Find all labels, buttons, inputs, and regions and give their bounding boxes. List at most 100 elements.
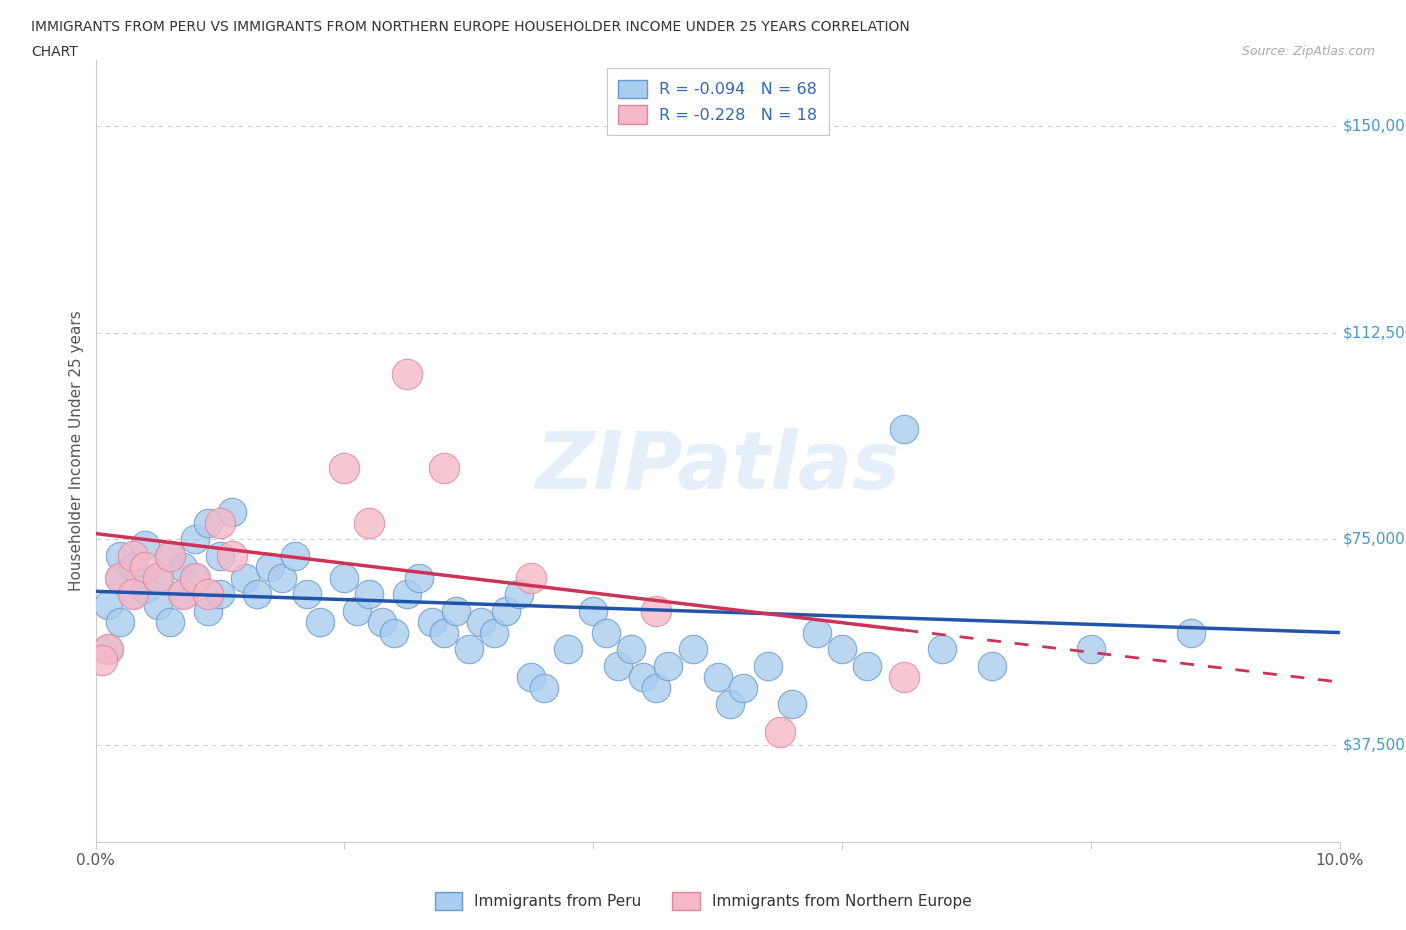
Point: [97, 642, 120, 657]
Point: [620, 642, 643, 657]
Point: [134, 581, 156, 596]
Text: $112,500: $112,500: [1343, 326, 1406, 340]
Point: [893, 421, 915, 436]
Point: [110, 570, 132, 585]
Point: [221, 504, 243, 519]
Point: [893, 670, 915, 684]
Point: [533, 680, 555, 695]
Text: IMMIGRANTS FROM PERU VS IMMIGRANTS FROM NORTHERN EUROPE HOUSEHOLDER INCOME UNDER: IMMIGRANTS FROM PERU VS IMMIGRANTS FROM …: [31, 20, 910, 34]
Text: $37,500: $37,500: [1343, 737, 1405, 753]
Point: [595, 625, 617, 640]
Point: [582, 604, 605, 618]
Point: [707, 670, 730, 684]
Point: [90, 653, 112, 668]
Point: [508, 587, 530, 602]
Point: [295, 587, 318, 602]
Point: [172, 587, 194, 602]
Point: [159, 614, 181, 629]
Point: [346, 604, 368, 618]
Point: [806, 625, 828, 640]
Point: [482, 625, 505, 640]
Point: [470, 614, 492, 629]
Point: [433, 460, 456, 475]
Point: [159, 548, 181, 563]
Text: $75,000: $75,000: [1343, 532, 1405, 547]
Point: [631, 670, 654, 684]
Point: [644, 604, 666, 618]
Point: [259, 559, 281, 574]
Point: [146, 598, 169, 613]
Point: [97, 598, 120, 613]
Point: [134, 538, 156, 552]
Point: [831, 642, 853, 657]
Point: [756, 658, 779, 673]
Point: [159, 548, 181, 563]
Point: [110, 570, 132, 585]
Point: [184, 532, 207, 547]
Point: [682, 642, 704, 657]
Point: [856, 658, 879, 673]
Point: [284, 548, 307, 563]
Point: [359, 587, 381, 602]
Point: [769, 724, 792, 739]
Point: [233, 570, 256, 585]
Point: [607, 658, 630, 673]
Point: [557, 642, 579, 657]
Point: [209, 515, 232, 530]
Text: ZIPatlas: ZIPatlas: [536, 428, 900, 506]
Point: [97, 642, 120, 657]
Point: [197, 515, 219, 530]
Point: [122, 587, 145, 602]
Point: [931, 642, 953, 657]
Point: [146, 570, 169, 585]
Point: [446, 604, 468, 618]
Point: [433, 625, 456, 640]
Point: [371, 614, 394, 629]
Point: [382, 625, 405, 640]
Point: [782, 697, 804, 711]
Point: [110, 614, 132, 629]
Point: [980, 658, 1002, 673]
Point: [1180, 625, 1202, 640]
Point: [308, 614, 330, 629]
Y-axis label: Householder Income Under 25 years: Householder Income Under 25 years: [69, 311, 84, 591]
Point: [122, 587, 145, 602]
Point: [122, 548, 145, 563]
Text: CHART: CHART: [31, 45, 77, 59]
Point: [184, 570, 207, 585]
Point: [657, 658, 679, 673]
Point: [395, 366, 418, 381]
Point: [520, 570, 543, 585]
Legend: R = -0.094   N = 68, R = -0.228   N = 18: R = -0.094 N = 68, R = -0.228 N = 18: [607, 69, 828, 135]
Point: [644, 680, 666, 695]
Point: [731, 680, 754, 695]
Point: [134, 559, 156, 574]
Point: [209, 587, 232, 602]
Point: [221, 548, 243, 563]
Point: [718, 697, 741, 711]
Legend: Immigrants from Peru, Immigrants from Northern Europe: Immigrants from Peru, Immigrants from No…: [427, 884, 979, 918]
Point: [520, 670, 543, 684]
Point: [359, 515, 381, 530]
Point: [197, 587, 219, 602]
Text: $150,000: $150,000: [1343, 119, 1406, 134]
Point: [395, 587, 418, 602]
Point: [420, 614, 443, 629]
Point: [197, 604, 219, 618]
Point: [246, 587, 269, 602]
Point: [110, 548, 132, 563]
Point: [458, 642, 481, 657]
Point: [333, 570, 356, 585]
Point: [495, 604, 517, 618]
Point: [146, 570, 169, 585]
Point: [122, 559, 145, 574]
Point: [209, 548, 232, 563]
Point: [172, 559, 194, 574]
Point: [408, 570, 430, 585]
Point: [1080, 642, 1102, 657]
Point: [333, 460, 356, 475]
Point: [271, 570, 294, 585]
Text: Source: ZipAtlas.com: Source: ZipAtlas.com: [1241, 45, 1375, 58]
Point: [172, 587, 194, 602]
Point: [184, 570, 207, 585]
